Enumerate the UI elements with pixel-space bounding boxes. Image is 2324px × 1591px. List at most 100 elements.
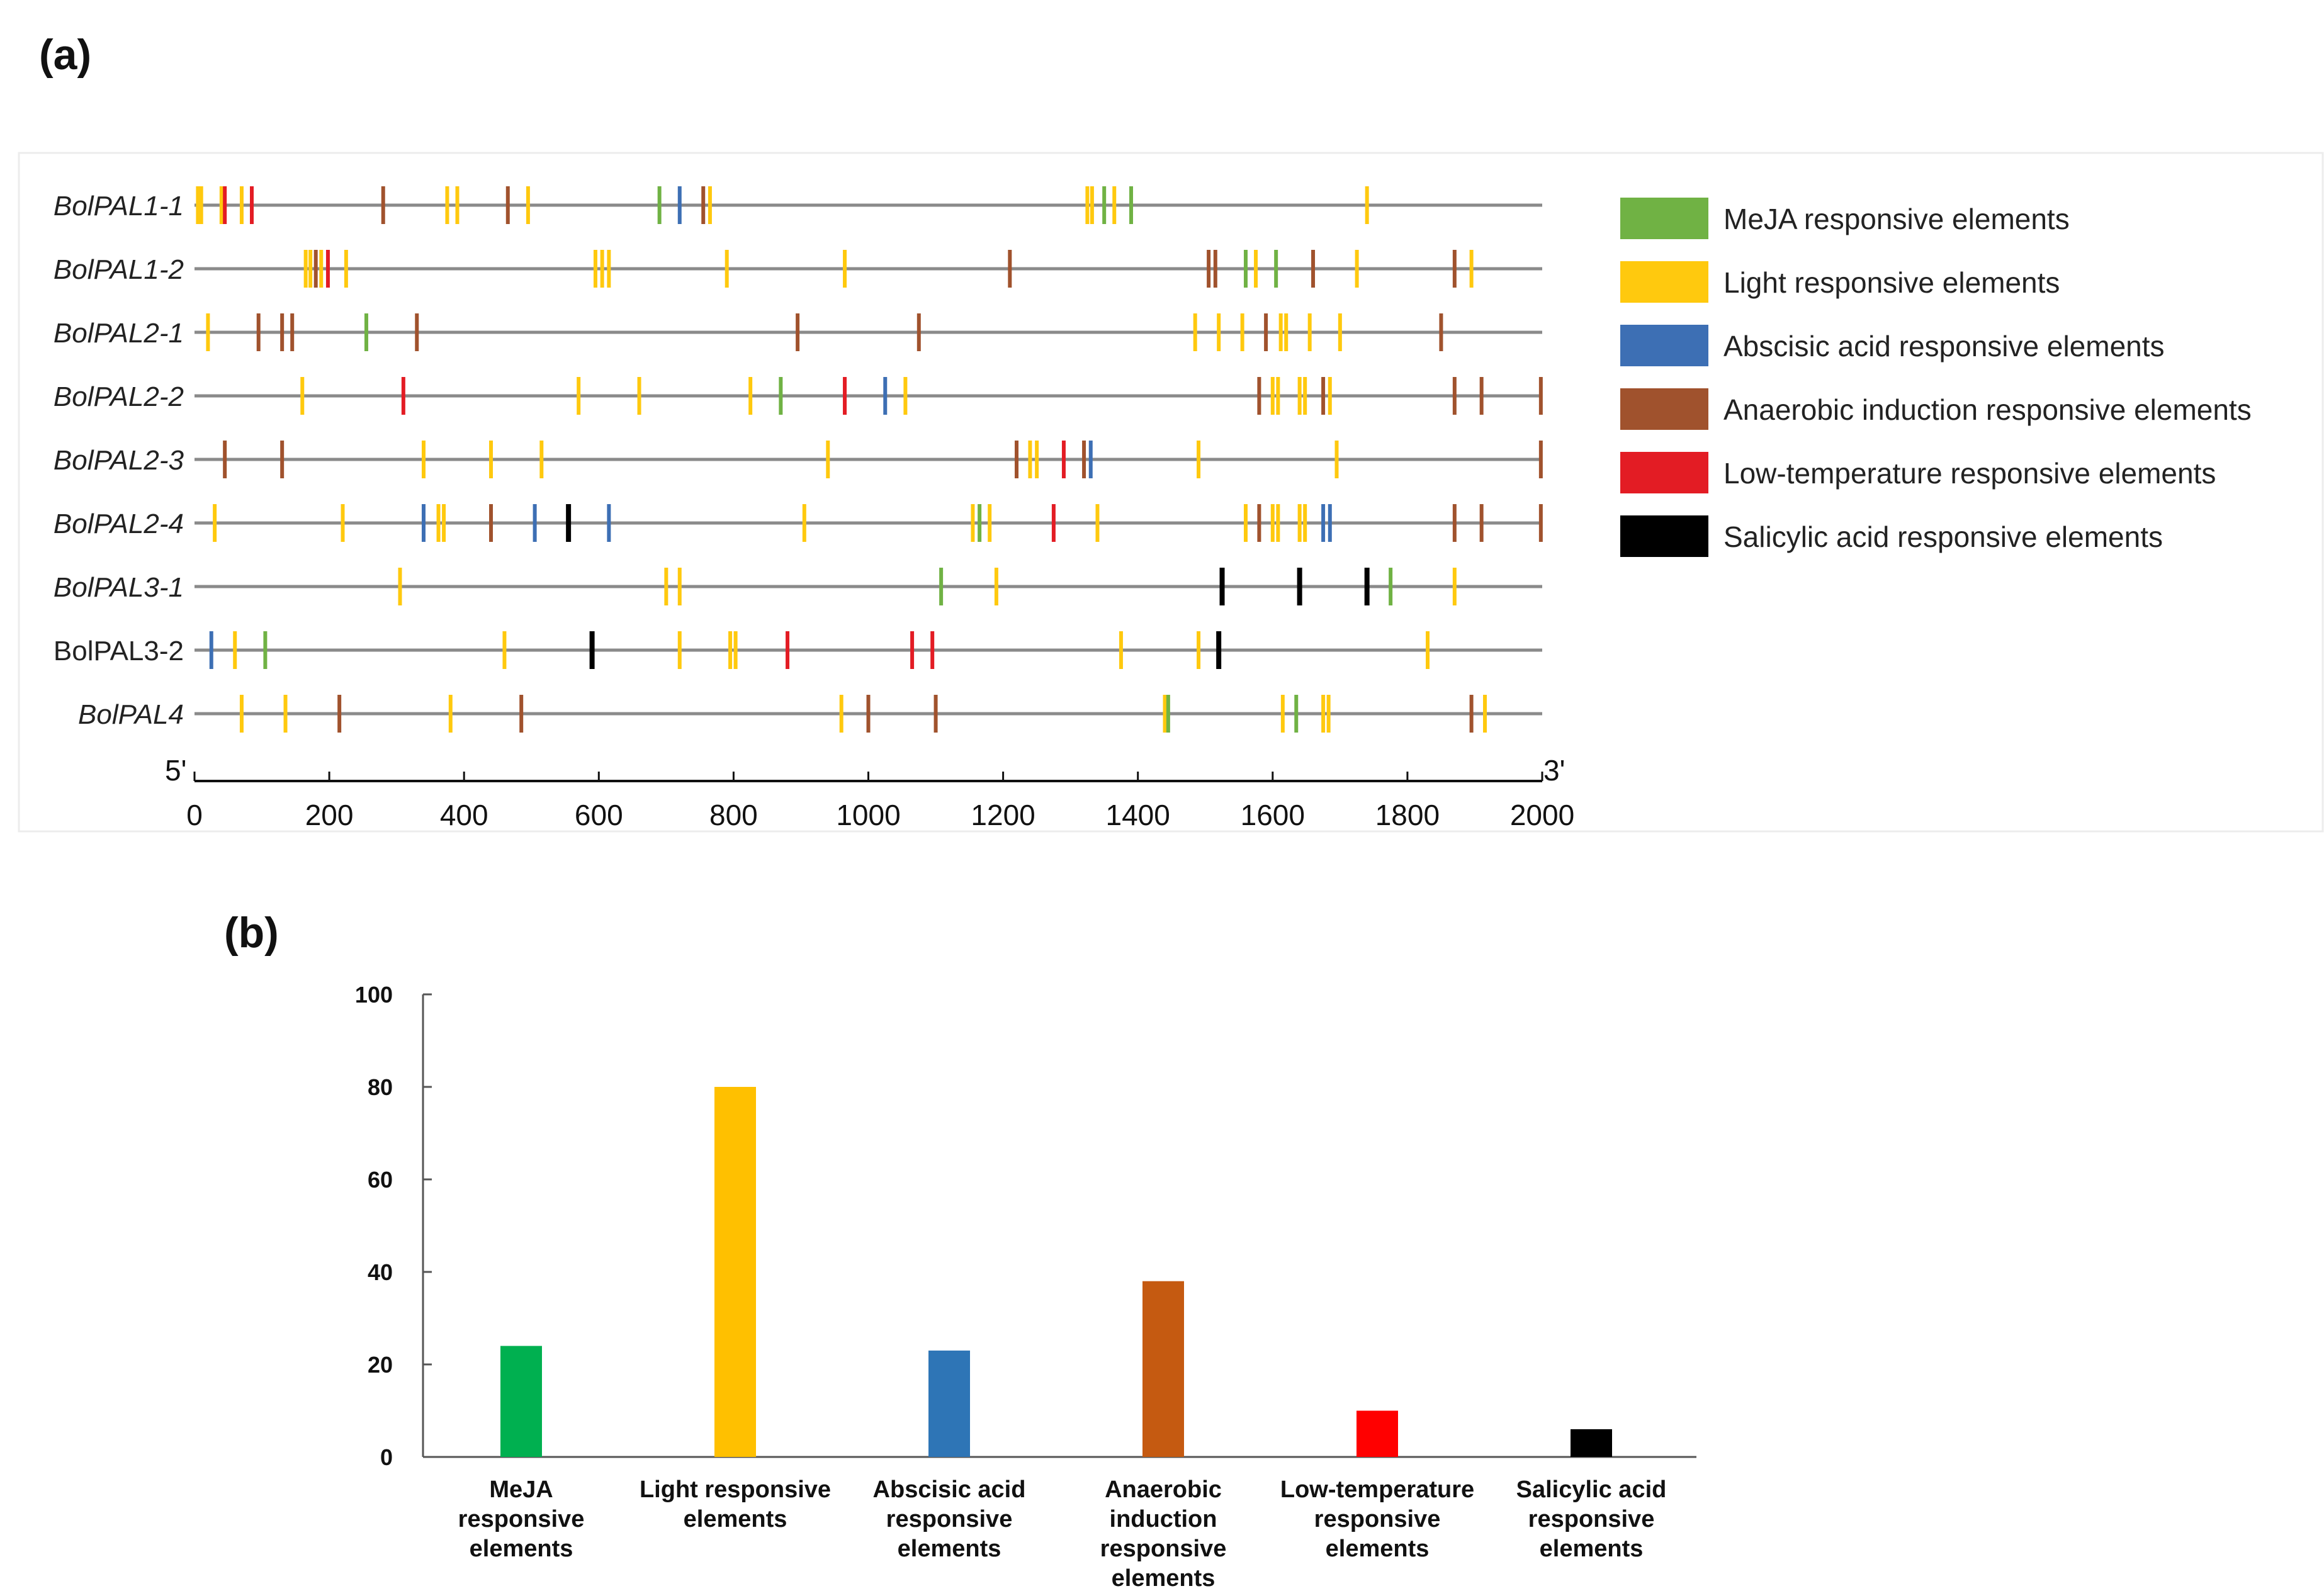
element-mark-lt: [1426, 631, 1430, 669]
element-mark-lt: [728, 631, 733, 669]
element-mark-lt: [577, 377, 581, 415]
element-mark-mj: [978, 504, 982, 542]
element-mark-ab: [1328, 504, 1332, 542]
element-mark-lt: [303, 250, 308, 288]
gene-label: BolPAL2-2: [54, 381, 184, 412]
panel-b-label: (b): [224, 909, 279, 957]
element-mark-lt: [677, 568, 682, 605]
element-mark-mj: [263, 631, 268, 669]
element-mark-an: [1008, 250, 1012, 288]
element-mark-ab: [421, 504, 426, 542]
element-mark-lt: [677, 631, 682, 669]
element-mark-sa: [589, 631, 595, 669]
legend-item: Abscisic acid responsive elements: [1620, 325, 2165, 366]
element-mark-lt: [1365, 186, 1369, 224]
bar-y-tick-label: 80: [368, 1074, 393, 1100]
gene-track: BolPAL3-1: [54, 568, 1542, 605]
element-mark-an: [796, 313, 800, 351]
element-mark-lt: [319, 250, 324, 288]
position-tick-label: 2000: [1510, 799, 1574, 831]
element-mark-lt: [802, 504, 806, 542]
element-mark-lt: [300, 377, 305, 415]
legend-swatch: [1620, 198, 1708, 239]
five-prime-label: 5': [165, 754, 186, 787]
element-mark-an: [1257, 377, 1261, 415]
element-mark-an: [1264, 313, 1268, 351]
element-mark-lt: [206, 313, 210, 351]
gene-label: BolPAL2-3: [54, 445, 184, 476]
element-mark-lt: [994, 568, 998, 605]
element-mark-mj: [1243, 250, 1248, 288]
legend-label: Abscisic acid responsive elements: [1723, 330, 2165, 363]
bar-category-label-line: Low-temperature: [1280, 1476, 1474, 1503]
element-mark-lt: [1276, 377, 1280, 415]
legend-item: Low-temperature responsive elements: [1620, 452, 2216, 493]
element-mark-lt: [442, 504, 446, 542]
element-mark-an: [1538, 441, 1543, 478]
element-mark-lt: [1355, 250, 1359, 288]
element-mark-an: [489, 504, 494, 542]
element-mark-lt: [213, 504, 217, 542]
element-mark-an: [519, 695, 524, 733]
bar-y-tick-label: 0: [380, 1444, 393, 1470]
gene-label: BolPAL3-1: [54, 572, 184, 603]
element-mark-ab: [1088, 441, 1093, 478]
legend-swatch: [1620, 388, 1708, 430]
legend-label: Salicylic acid responsive elements: [1723, 520, 2163, 553]
gene-track: BolPAL1-2: [54, 250, 1542, 288]
element-mark-lt: [664, 568, 668, 605]
element-mark-an: [1452, 377, 1457, 415]
legend-label: Light responsive elements: [1723, 266, 2060, 299]
element-mark-lt: [733, 631, 738, 669]
element-mark-mj: [1129, 186, 1133, 224]
bar-category-label: Low-temperature responsive elements: [1280, 1476, 1474, 1562]
element-mark-lt: [398, 568, 402, 605]
element-mark-lt: [988, 504, 992, 542]
element-mark-lt: [1338, 313, 1342, 351]
bar-category-label-line: responsive: [1100, 1536, 1227, 1562]
bar-category-label: Salicylic acid responsive elements: [1516, 1476, 1667, 1562]
element-mark-an: [1479, 504, 1484, 542]
gene-track: BolPAL2-2: [54, 377, 1543, 415]
element-mark-lt: [1243, 504, 1248, 542]
element-mark-lt: [1452, 568, 1457, 605]
gene-label: BolPAL2-1: [54, 318, 184, 349]
bar-category-label-line: elements: [1540, 1536, 1644, 1562]
gene-track: BolPAL4: [78, 695, 1542, 733]
element-mark-lo: [910, 631, 915, 669]
bar-3: [928, 1350, 970, 1457]
element-mark-lt: [593, 250, 597, 288]
gene-track: BolPAL3-2: [54, 631, 1542, 669]
panel-a-label: (a): [39, 31, 91, 79]
element-mark-an: [337, 695, 342, 733]
bar-category-label-line: elements: [470, 1536, 573, 1562]
element-mark-lo: [249, 186, 254, 224]
element-mark-sa: [1216, 631, 1222, 669]
element-mark-lo: [1051, 504, 1056, 542]
element-mark-lt: [283, 695, 288, 733]
element-mark-lt: [455, 186, 460, 224]
position-axis: 5' 3' 0 200 400 600 800 1000 1200 1400 1600 1800 2…: [165, 754, 1574, 831]
element-mark-ab: [209, 631, 213, 669]
element-mark-lo: [325, 250, 330, 288]
element-mark-lt: [1197, 441, 1201, 478]
element-mark-lt: [637, 377, 641, 415]
element-mark-an: [256, 313, 261, 351]
bar-category-label-line: Light responsive: [640, 1476, 831, 1503]
position-tick-label: 1000: [836, 799, 900, 831]
element-mark-an: [1321, 377, 1326, 415]
gene-track: BolPAL1-1: [54, 186, 1542, 224]
legend-swatch: [1620, 515, 1708, 557]
bar-category-label: Light responsive elements: [640, 1476, 831, 1532]
bar-y-tick-label: 20: [368, 1352, 393, 1378]
element-mark-sa: [1219, 568, 1225, 605]
position-tick-label: 600: [575, 799, 623, 831]
element-mark-lt: [1217, 313, 1221, 351]
element-mark-ab: [677, 186, 682, 224]
element-mark-an: [1452, 504, 1457, 542]
legend-label: Low-temperature responsive elements: [1723, 457, 2216, 490]
bar-category-label-line: Salicylic acid: [1516, 1476, 1667, 1503]
element-mark-an: [866, 695, 871, 733]
element-mark-lt: [445, 186, 449, 224]
